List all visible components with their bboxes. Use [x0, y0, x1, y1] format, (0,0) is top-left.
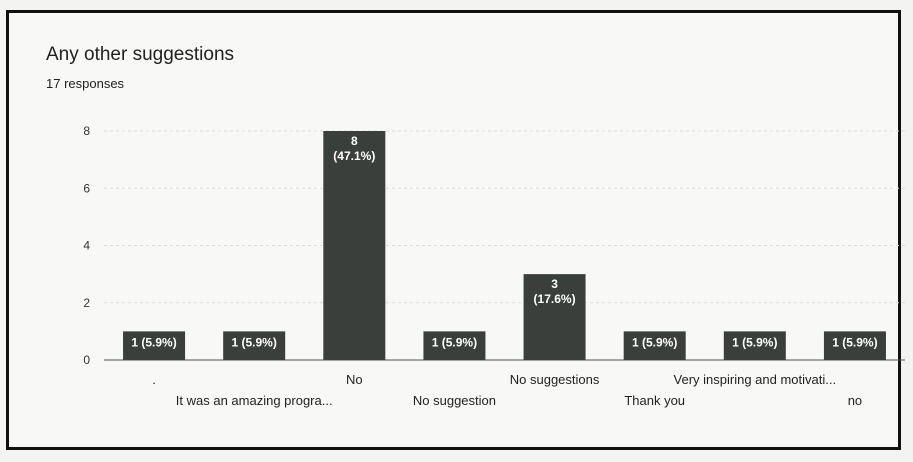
bar-value-label: 1 (5.9%) — [432, 335, 477, 349]
chart-card — [6, 10, 901, 450]
x-category-label: . — [152, 372, 156, 387]
bar-value-label: 3 — [551, 277, 558, 291]
bar-value-label: (47.1%) — [333, 149, 375, 163]
bar-value-label: (17.6%) — [534, 292, 576, 306]
x-category-label: Thank you — [624, 393, 685, 408]
bar-value-label: 1 (5.9%) — [732, 335, 777, 349]
y-tick-label: 4 — [83, 239, 90, 253]
bar-value-label: 1 (5.9%) — [832, 335, 877, 349]
bar-value-label: 8 — [351, 134, 358, 148]
y-tick-label: 0 — [83, 353, 90, 367]
chart-title: Any other suggestions — [46, 44, 235, 65]
bar — [623, 331, 686, 360]
bar — [823, 331, 886, 360]
y-tick-label: 8 — [83, 124, 90, 138]
bar — [423, 331, 486, 360]
bar — [223, 331, 286, 360]
x-category-label: No suggestions — [510, 372, 600, 387]
bar — [123, 331, 186, 360]
x-category-label: No — [346, 372, 363, 387]
bar-value-label: 1 (5.9%) — [632, 335, 677, 349]
x-category-label: no — [848, 393, 862, 408]
x-category-label: No suggestion — [413, 393, 496, 408]
response-count: 17 responses — [46, 76, 125, 91]
bar-value-label: 1 (5.9%) — [232, 335, 277, 349]
bar — [523, 274, 586, 360]
bar — [323, 131, 386, 360]
y-tick-label: 6 — [83, 181, 90, 195]
bar-value-label: 1 (5.9%) — [131, 335, 176, 349]
y-tick-label: 2 — [83, 296, 90, 310]
bar — [723, 331, 786, 360]
x-category-label: It was an amazing progra... — [176, 393, 333, 408]
x-category-label: Very inspiring and motivati... — [674, 372, 837, 387]
